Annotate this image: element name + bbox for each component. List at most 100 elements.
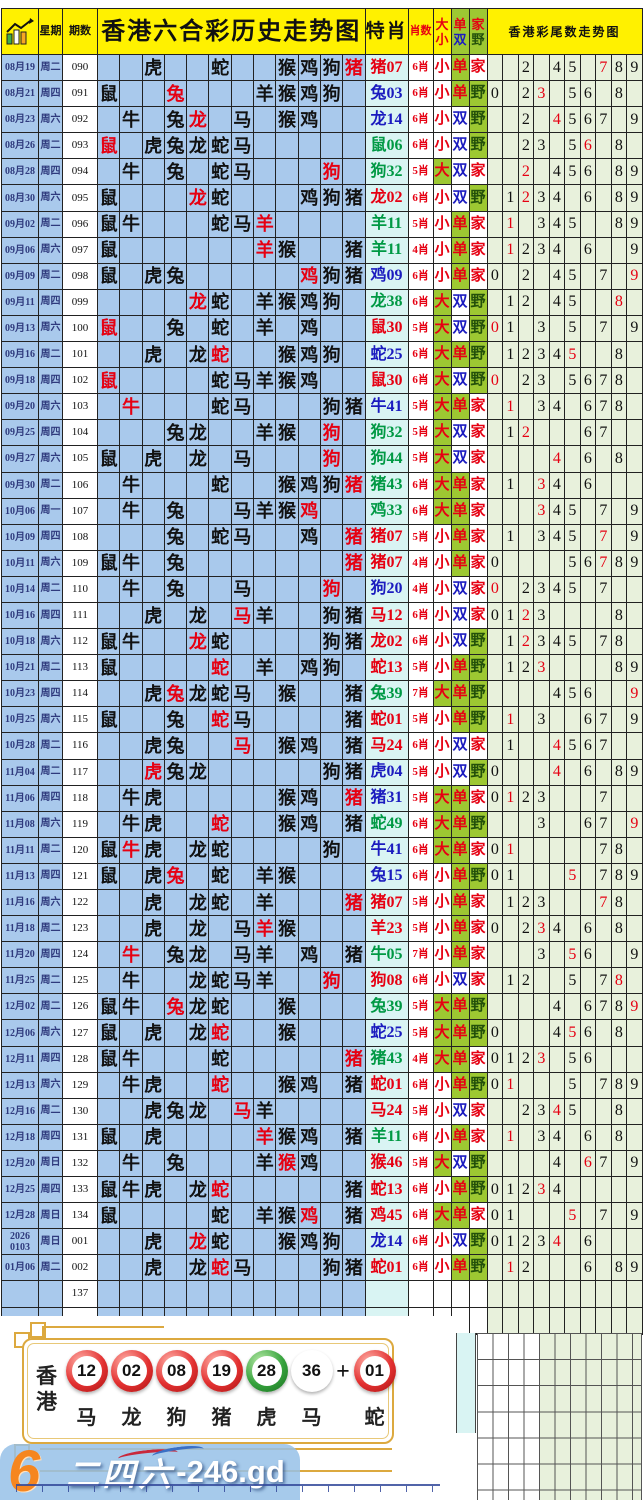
zodiac-cell bbox=[320, 994, 344, 1021]
tail-cell: 3 bbox=[534, 498, 550, 525]
zodiac-cell bbox=[120, 707, 143, 734]
count-cell: 6肖 bbox=[408, 1177, 434, 1204]
table-row: 09月11 周四 099 龙蛇羊猴鸡狗龙38 6肖大双野 1 2 4 5 8 bbox=[2, 289, 643, 316]
zodiac-cell bbox=[98, 602, 121, 630]
parity-cell: 双 bbox=[451, 1098, 470, 1125]
lottery-ball-red: 19 bbox=[200, 1350, 243, 1392]
tail-cell bbox=[518, 1150, 535, 1178]
tail-cell: 4 bbox=[549, 263, 566, 290]
size-cell: 小 bbox=[433, 185, 452, 212]
zodiac-cell: 狗 bbox=[320, 629, 344, 656]
count-cell: 6肖 bbox=[408, 837, 434, 864]
parity-cell: 双 bbox=[451, 759, 470, 786]
tail-cell bbox=[565, 707, 581, 734]
period-cell: 090 bbox=[63, 55, 98, 82]
zodiac-cell: 蛇 bbox=[209, 289, 232, 316]
zodiac-cell bbox=[120, 1229, 143, 1256]
tail-cell bbox=[487, 707, 504, 734]
zodiac-cell bbox=[187, 1046, 210, 1073]
tail-cell bbox=[534, 837, 550, 864]
tail-cell: 8 bbox=[611, 81, 628, 108]
parity-cell: 单 bbox=[451, 942, 470, 969]
tail-cell bbox=[596, 1281, 612, 1308]
zodiac-cell: 猴 bbox=[276, 472, 299, 499]
weekday-cell: 周六 bbox=[39, 315, 63, 343]
tail-cell: 2 bbox=[518, 159, 535, 186]
tail-cell: 7 bbox=[596, 498, 612, 525]
tail-cell: 6 bbox=[580, 159, 597, 186]
zodiac-cell: 猴 bbox=[276, 1072, 299, 1099]
tail-cell bbox=[580, 655, 597, 682]
zodiac-cell bbox=[187, 1281, 210, 1308]
zodiac-cell: 猪 bbox=[343, 890, 366, 917]
count-cell: 6肖 bbox=[408, 289, 434, 316]
tail-cell: 4 bbox=[549, 1229, 566, 1256]
tail-cell: 8 bbox=[611, 1072, 628, 1099]
tail-cell bbox=[549, 1203, 566, 1230]
parity-cell: 单 bbox=[451, 237, 470, 264]
zodiac-cell bbox=[142, 159, 165, 186]
home-cell: 野 bbox=[469, 863, 488, 890]
zodiac-cell bbox=[142, 185, 165, 212]
tail-cell bbox=[534, 420, 550, 447]
size-cell: 小 bbox=[433, 1072, 452, 1099]
tail-cell bbox=[596, 942, 612, 969]
zodiac-cell: 蛇 bbox=[209, 655, 232, 682]
home-cell: 家 bbox=[469, 420, 488, 447]
tail-cell bbox=[518, 994, 535, 1021]
weekday-cell: 周二 bbox=[39, 916, 63, 943]
tail-cell: 9 bbox=[627, 681, 643, 708]
zodiac-cell bbox=[209, 759, 232, 786]
zodiac-cell: 羊 bbox=[254, 942, 277, 969]
zodiac-cell bbox=[187, 237, 210, 264]
zodiac-cell: 龙 bbox=[187, 1255, 210, 1282]
zodiac-cell bbox=[320, 1072, 344, 1099]
zodiac-cell bbox=[320, 368, 344, 395]
size-cell bbox=[433, 1281, 452, 1308]
zodiac-cell bbox=[187, 1150, 210, 1178]
zodiac-cell: 牛 bbox=[120, 211, 143, 238]
zodiac-cell bbox=[209, 1281, 232, 1308]
parity-cell: 双 bbox=[451, 602, 470, 630]
tail-cell: 5 bbox=[565, 1020, 581, 1047]
parity-cell: 双 bbox=[451, 315, 470, 343]
zodiac-cell bbox=[298, 994, 321, 1021]
zodiac-cell bbox=[187, 211, 210, 238]
tail-cell bbox=[596, 446, 612, 473]
weekday-cell: 周二 bbox=[39, 994, 63, 1021]
parity-cell: 单 bbox=[451, 550, 470, 577]
table-row: 08月23 周六 092 牛兔龙马猴鸡龙14 6肖小双野 2 4 5 6 7 9 bbox=[2, 107, 643, 134]
parity-cell: 单 bbox=[451, 55, 470, 82]
zodiac-cell: 鼠 bbox=[98, 315, 121, 343]
zodiac-cell bbox=[120, 368, 143, 395]
tail-cell: 9 bbox=[627, 107, 643, 134]
table-row: 10月18 周六 112 鼠牛龙蛇狗猪龙02 6肖小双野 1 2 3 4 5 7 8 bbox=[2, 629, 643, 656]
parity-cell: 单 bbox=[451, 994, 470, 1021]
zodiac-cell: 猴 bbox=[276, 237, 299, 264]
tail-cell: 1 bbox=[503, 420, 519, 447]
tail-cell bbox=[503, 133, 519, 160]
tail-cell: 1 bbox=[503, 602, 519, 630]
weekday-cell: 周二 bbox=[39, 1098, 63, 1125]
zodiac-cell bbox=[98, 472, 121, 499]
zodiac-cell bbox=[142, 237, 165, 264]
tail-cell: 5 bbox=[565, 263, 581, 290]
tail-cell bbox=[487, 1255, 504, 1282]
zodiac-cell: 龙 bbox=[187, 890, 210, 917]
tail-cell bbox=[518, 863, 535, 890]
zodiac-cell bbox=[320, 707, 344, 734]
count-cell: 6肖 bbox=[408, 133, 434, 160]
tail-cell: 4 bbox=[549, 159, 566, 186]
zodiac-cell: 猪 bbox=[343, 733, 366, 760]
count-cell: 6肖 bbox=[408, 81, 434, 108]
zodiac-cell bbox=[320, 1020, 344, 1047]
tail-cell bbox=[565, 1177, 581, 1204]
tail-cell bbox=[611, 263, 628, 290]
tail-cell bbox=[549, 368, 566, 395]
zodiac-cell bbox=[164, 211, 188, 238]
zodiac-cell: 鸡 bbox=[298, 785, 321, 812]
zodiac-cell: 猪 bbox=[343, 785, 366, 812]
home-cell: 野 bbox=[469, 994, 488, 1021]
zodiac-cell: 龙 bbox=[187, 759, 210, 786]
zodiac-cell: 虎 bbox=[142, 602, 165, 630]
